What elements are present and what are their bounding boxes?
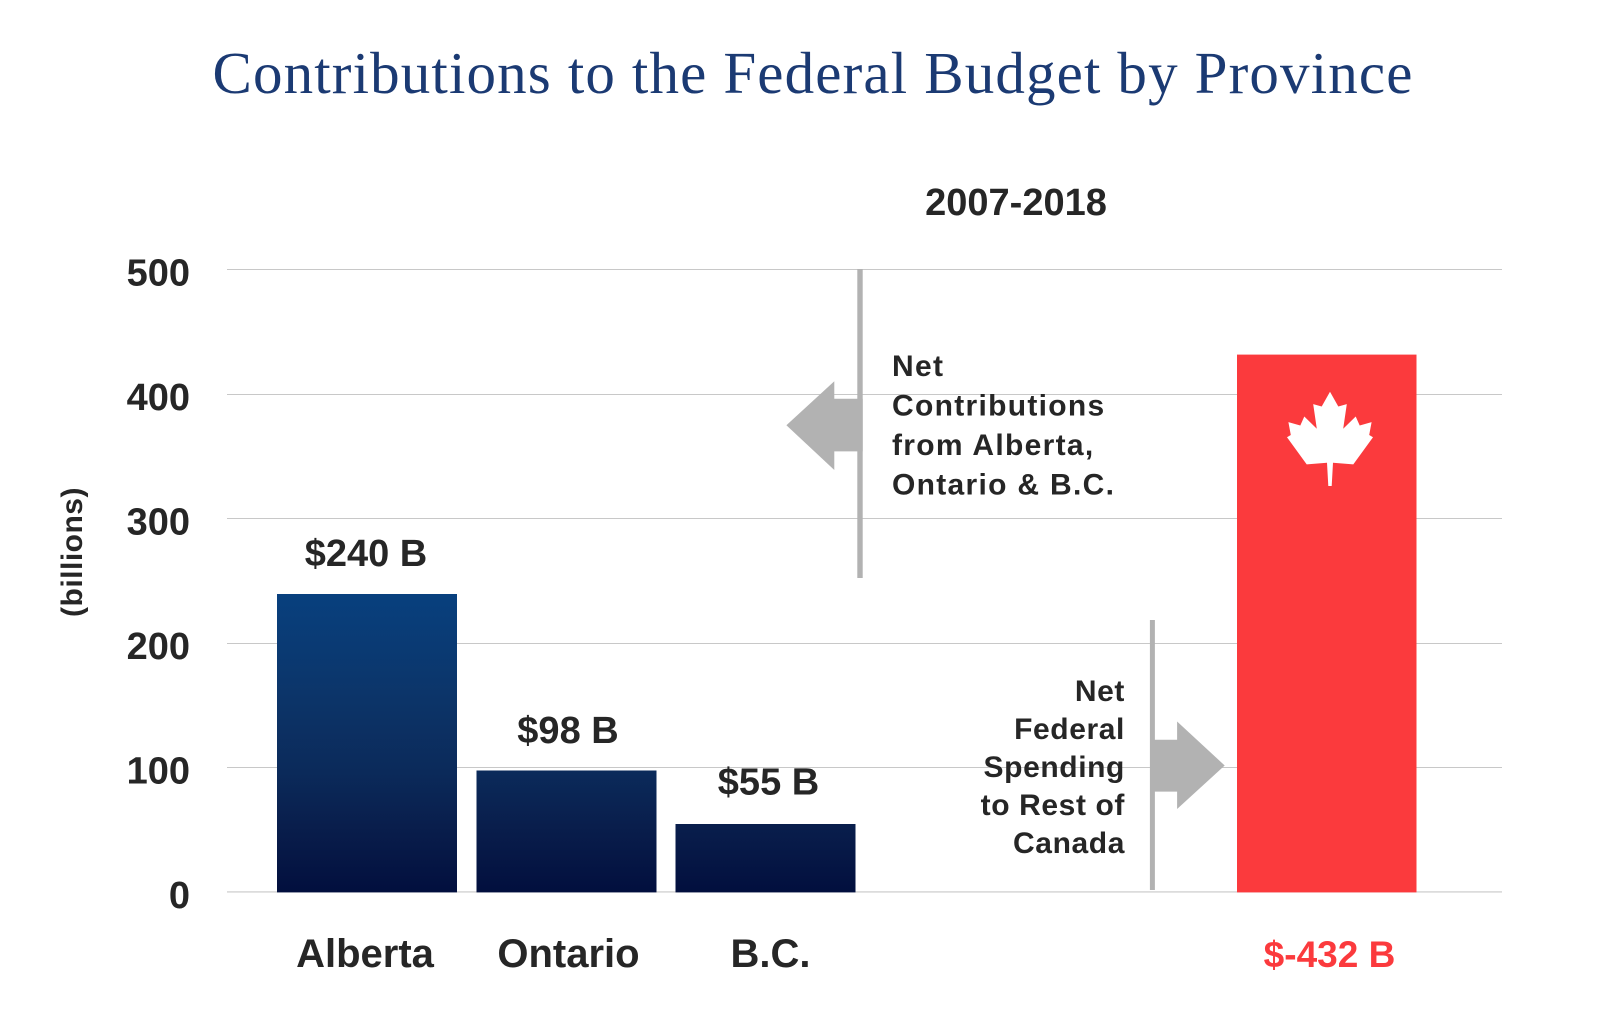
svg-text:2007-2018: 2007-2018 [925, 182, 1107, 224]
svg-text:100: 100 [127, 751, 190, 793]
svg-text:(billions): (billions) [56, 487, 89, 617]
svg-text:Contributions: Contributions [892, 390, 1106, 423]
svg-text:Alberta: Alberta [296, 932, 435, 976]
svg-text:Net: Net [892, 350, 944, 383]
svg-text:B.C.: B.C. [731, 932, 811, 976]
svg-text:$-432 B: $-432 B [1264, 934, 1396, 975]
svg-text:400: 400 [127, 377, 190, 419]
svg-text:Canada: Canada [1013, 827, 1125, 860]
svg-text:$98 B: $98 B [517, 710, 618, 752]
svg-text:Spending: Spending [984, 751, 1125, 784]
svg-text:$240 B: $240 B [305, 533, 428, 575]
svg-text:500: 500 [127, 253, 190, 295]
svg-text:Ontario: Ontario [497, 932, 639, 976]
svg-text:200: 200 [127, 626, 190, 668]
svg-text:$55 B: $55 B [718, 762, 819, 804]
svg-text:0: 0 [169, 875, 190, 917]
svg-text:from Alberta,: from Alberta, [892, 429, 1094, 462]
svg-text:Federal: Federal [1014, 713, 1125, 746]
svg-text:Net: Net [1075, 675, 1125, 708]
svg-text:Ontario & B.C.: Ontario & B.C. [892, 469, 1115, 502]
svg-text:300: 300 [127, 502, 190, 544]
svg-text:Contributions to the Federal B: Contributions to the Federal Budget by P… [212, 40, 1413, 106]
svg-text:to Rest of: to Rest of [981, 789, 1126, 822]
